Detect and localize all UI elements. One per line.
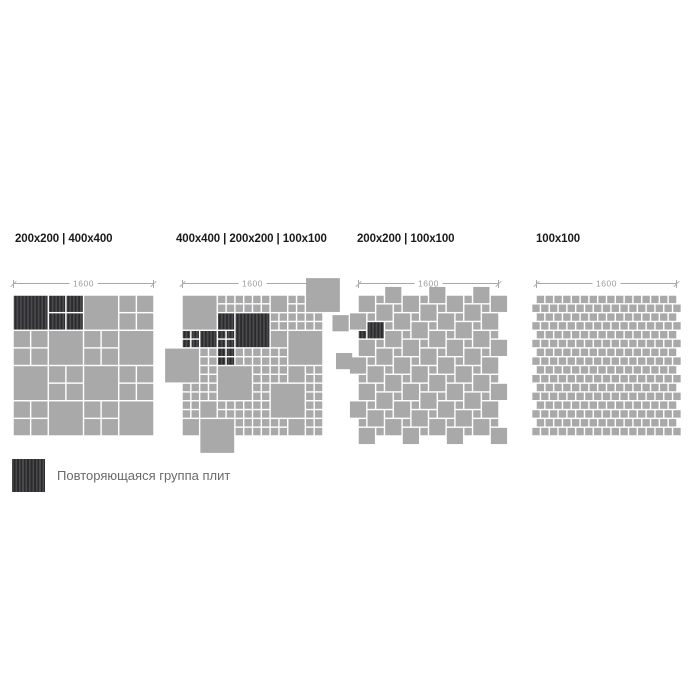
repeating-group-hatch-swatch <box>12 459 45 492</box>
panel-200x200-100x100: 200x200 | 100x100 1600 <box>349 230 508 490</box>
tile-layout-hopscotch <box>349 286 508 445</box>
dimension-label: 1600 <box>592 278 621 289</box>
dimension-label: 1600 <box>238 278 267 289</box>
panel-title: 100x100 <box>536 233 581 245</box>
tile-layout-checkerboard <box>13 295 154 436</box>
panel-title: 200x200 | 400x400 <box>15 233 113 245</box>
legend: Повторяющаяся группа плит <box>12 459 230 492</box>
panel-title: 400x400 | 200x200 | 100x100 <box>176 233 327 245</box>
panel-100x100: 100x100 1600 <box>532 230 681 490</box>
tile-layout-running-bond <box>532 295 681 436</box>
panel-400x400-200x200-100x100: 400x400 | 200x200 | 100x100 1600 <box>165 230 353 490</box>
dimension-line: 1600 <box>10 278 157 289</box>
dimension-line: 1600 <box>355 278 502 289</box>
dimension-line: 1600 <box>533 278 680 289</box>
panel-200x200-400x400: 200x200 | 400x400 1600 <box>10 230 157 490</box>
tile-layout-mixed <box>165 278 353 453</box>
legend-label: Повторяющаяся группа плит <box>57 468 231 483</box>
panel-title: 200x200 | 100x100 <box>357 233 455 245</box>
dimension-label: 1600 <box>414 278 443 289</box>
dimension-label: 1600 <box>69 278 98 289</box>
